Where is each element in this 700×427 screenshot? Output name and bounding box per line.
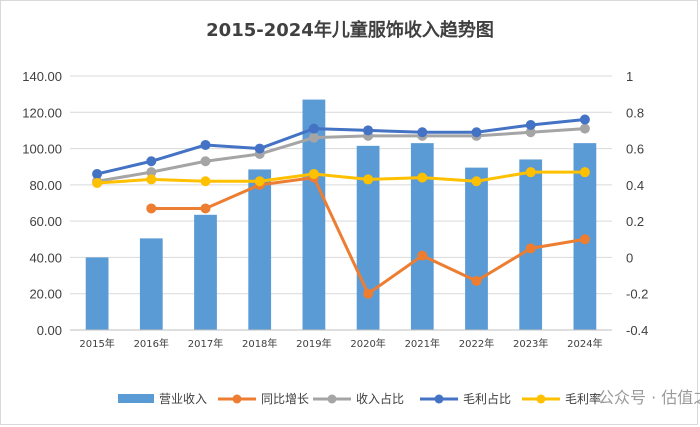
- x-tick-label: 2023年: [513, 337, 548, 350]
- line-point: [471, 127, 482, 138]
- y-left-tick-label: 40.00: [29, 250, 62, 265]
- line-point: [579, 167, 590, 178]
- line-point: [254, 143, 265, 154]
- y-left-tick-label: 100.00: [22, 142, 62, 157]
- line-point: [417, 250, 428, 261]
- line-point: [200, 203, 211, 214]
- x-tick-label: 2020年: [350, 337, 385, 350]
- y-left-tick-label: 60.00: [29, 214, 62, 229]
- y-right-tick-label: 0: [626, 250, 633, 265]
- legend-marker: [536, 394, 546, 404]
- y-right-tick-label: 0.2: [626, 214, 644, 229]
- bar: [248, 169, 272, 330]
- x-tick-label: 2017年: [188, 337, 223, 350]
- series-line: [95, 170, 587, 185]
- line-point: [363, 125, 374, 136]
- line-point: [92, 168, 103, 179]
- y-right-tick-label: 0.4: [626, 178, 644, 193]
- line-point: [363, 174, 374, 185]
- line-point: [579, 234, 590, 245]
- legend-item: 收入占比: [313, 391, 404, 406]
- x-tick-label: 2019年: [296, 337, 331, 350]
- y-right-tick-label: 0.8: [626, 105, 644, 120]
- line-point: [200, 176, 211, 187]
- bar: [356, 145, 380, 330]
- y-left-tick-label: 120.00: [22, 105, 62, 120]
- x-tick-label: 2018年: [242, 337, 277, 350]
- bar: [139, 238, 163, 330]
- legend-swatch: [118, 394, 154, 403]
- line-point: [146, 156, 157, 167]
- y-left-tick-label: 80.00: [29, 178, 62, 193]
- y-left-tick-label: 0.00: [37, 323, 62, 338]
- x-tick-label: 2016年: [134, 337, 169, 350]
- line-point: [579, 123, 590, 134]
- legend-label: 收入占比: [356, 391, 404, 406]
- y-left-tick-label: 20.00: [29, 287, 62, 302]
- legend-item: 毛利率: [522, 391, 601, 406]
- y-right-tick-label: 0.6: [626, 142, 644, 157]
- series-line: [95, 127, 587, 183]
- line-point: [417, 172, 428, 183]
- line-point: [92, 178, 103, 189]
- line-point: [471, 176, 482, 187]
- y-right-tick-label: 1: [626, 69, 633, 84]
- line-point: [308, 168, 319, 179]
- legend-item: 同比增长: [218, 392, 309, 406]
- chart-title: 2015-2024年儿童服饰收入趋势图: [206, 19, 494, 41]
- y-left-tick-label: 140.00: [22, 69, 62, 84]
- bar: [410, 143, 434, 330]
- bar: [194, 214, 217, 330]
- legend-label: 毛利率: [565, 391, 601, 406]
- line-point: [254, 176, 265, 187]
- series-line: [95, 118, 587, 176]
- line-point: [363, 288, 374, 299]
- line-point: [200, 139, 211, 150]
- legend-marker: [327, 394, 337, 404]
- legend-label: 毛利占比: [463, 391, 511, 406]
- line-point: [579, 114, 590, 125]
- line-point: [308, 132, 319, 143]
- line-point: [525, 167, 536, 178]
- line-point: [308, 123, 319, 134]
- x-tick-label: 2022年: [459, 337, 494, 350]
- legend-label: 营业收入: [159, 392, 207, 406]
- line-point: [417, 127, 428, 138]
- watermark-text: 公众号 · 估值之家: [598, 388, 700, 407]
- legend-marker: [434, 394, 444, 404]
- line-point: [146, 203, 157, 214]
- bar: [302, 99, 326, 330]
- line-point: [146, 174, 157, 185]
- bar: [85, 257, 109, 330]
- y-right-tick-label: -0.4: [626, 323, 648, 338]
- line-point: [525, 243, 536, 254]
- x-tick-label: 2015年: [79, 337, 114, 350]
- x-tick-label: 2024年: [567, 337, 602, 350]
- legend-item: 毛利占比: [420, 391, 511, 406]
- x-tick-label: 2021年: [405, 337, 440, 350]
- y-right-tick-label: -0.2: [626, 287, 648, 302]
- line-point: [471, 276, 482, 287]
- line-point: [525, 119, 536, 130]
- legend-item: 营业收入: [118, 392, 207, 406]
- bar: [465, 167, 488, 330]
- line-point: [200, 156, 211, 167]
- legend-marker: [232, 394, 242, 404]
- legend-label: 同比增长: [261, 392, 309, 406]
